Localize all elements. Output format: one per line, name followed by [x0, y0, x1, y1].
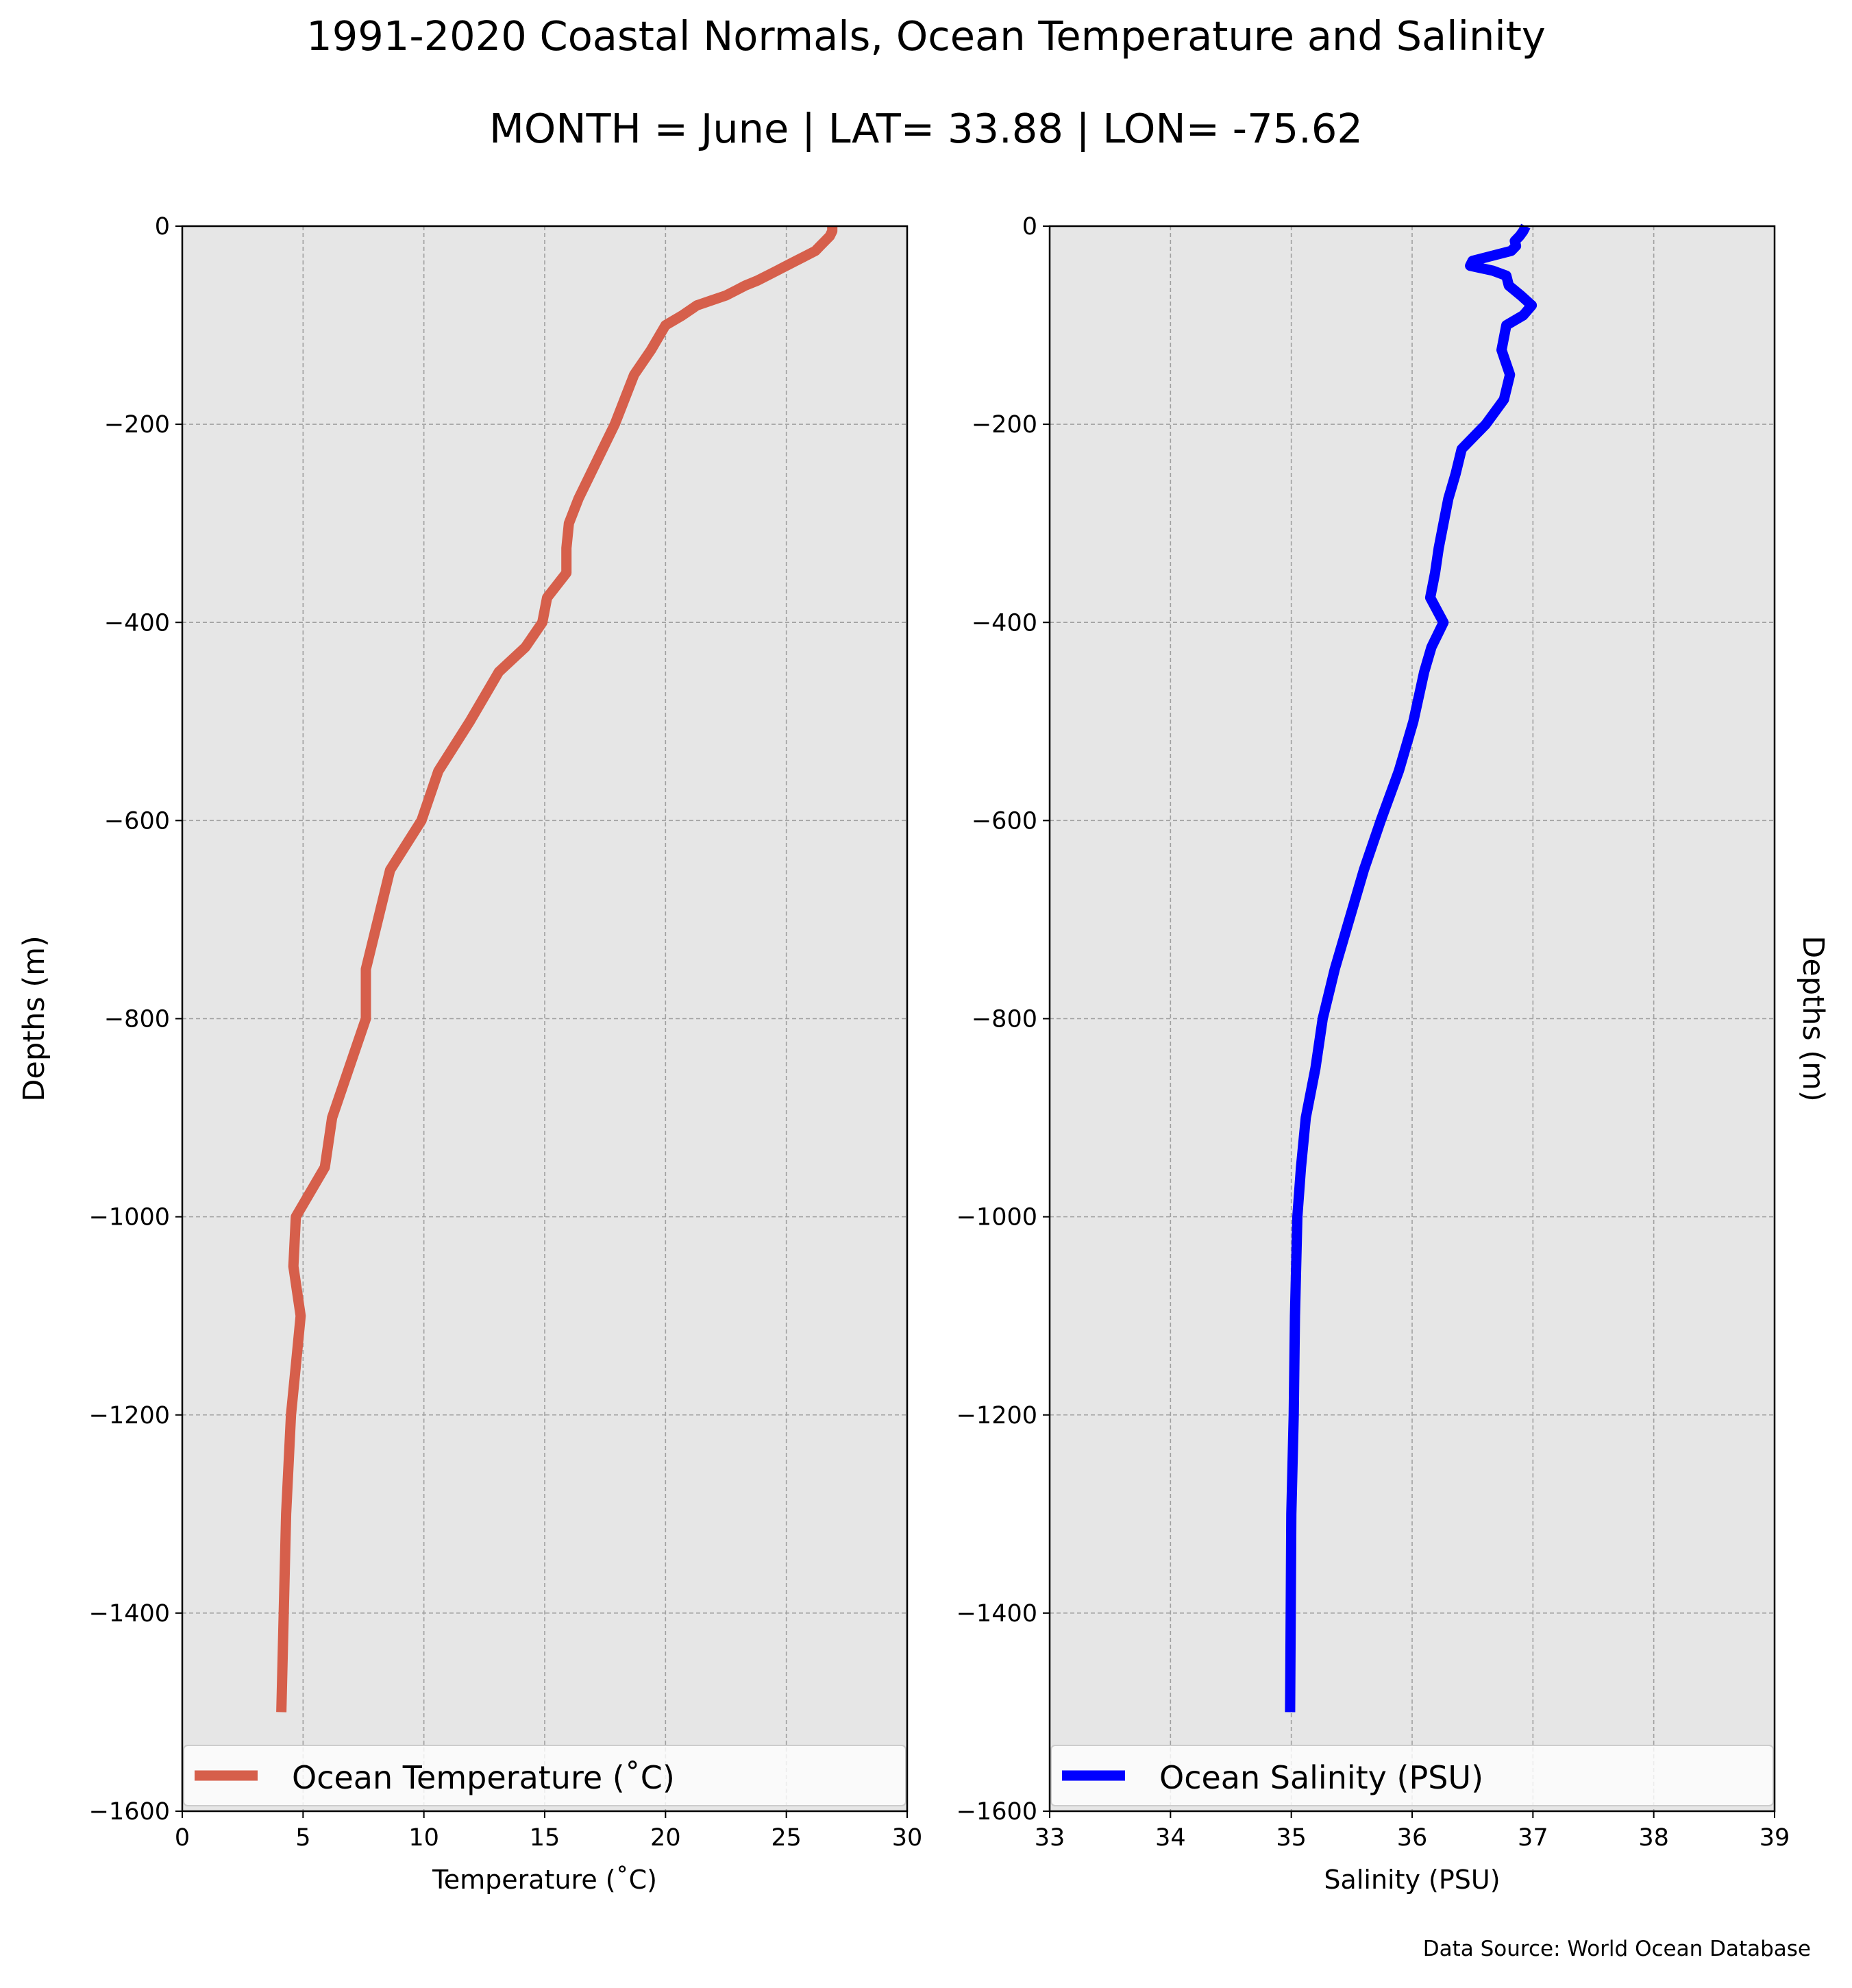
temperature-xtick-label: 10 — [408, 1824, 439, 1852]
temperature-legend: Ocean Temperature (˚C) — [183, 1745, 906, 1806]
temperature-plot-area — [182, 226, 907, 1811]
salinity-axes: Ocean Salinity (PSU) 33 34 35 36 37 38 39 0 −200 −… — [956, 213, 1830, 1895]
temperature-xtick-label: 20 — [650, 1824, 681, 1852]
figure-title: 1991-2020 Coastal Normals, Ocean Tempera… — [306, 12, 1546, 60]
salinity-ytick-label: −400 — [972, 609, 1037, 637]
salinity-ytick-label: −1200 — [956, 1402, 1037, 1429]
salinity-xtick-label: 39 — [1760, 1824, 1790, 1852]
salinity-xtick-label: 36 — [1397, 1824, 1428, 1852]
temperature-xtick-label: 0 — [175, 1824, 190, 1852]
temperature-axes: Ocean Temperature (˚C) 0 5 10 15 20 25 30 0 −200 −… — [17, 213, 922, 1895]
salinity-ylabel: Depths (m) — [1796, 935, 1830, 1101]
salinity-ytick-label: −1000 — [956, 1204, 1037, 1231]
salinity-legend: Ocean Salinity (PSU) — [1050, 1745, 1774, 1806]
temperature-series-line — [276, 225, 838, 1713]
salinity-ytick-label: −200 — [972, 411, 1037, 439]
temperature-ytick-label: −1400 — [89, 1600, 170, 1628]
temperature-xtick-label: 15 — [530, 1824, 560, 1852]
salinity-xtick-label: 35 — [1276, 1824, 1307, 1852]
salinity-ytick-label: −600 — [972, 807, 1037, 835]
salinity-series-line — [1285, 223, 1538, 1713]
salinity-ytick-label: −800 — [972, 1006, 1037, 1033]
temperature-xlabel: Temperature (˚C) — [432, 1865, 657, 1895]
figure-subtitle: MONTH = June | LAT= 33.88 | LON= -75.62 — [489, 105, 1363, 152]
salinity-xtick-label: 38 — [1638, 1824, 1669, 1852]
salinity-xlabel: Salinity (PSU) — [1324, 1865, 1500, 1895]
legend-frame — [1050, 1745, 1774, 1806]
temperature-ytick-label: −1600 — [89, 1798, 170, 1826]
temperature-ytick-label: −600 — [104, 807, 170, 835]
temperature-ytick-label: −400 — [104, 609, 170, 637]
salinity-ytick-label: 0 — [1022, 213, 1037, 241]
salinity-xtick-label: 34 — [1155, 1824, 1186, 1852]
legend-label: Ocean Salinity (PSU) — [1159, 1759, 1483, 1796]
temperature-ytick-label: −1000 — [89, 1204, 170, 1231]
salinity-ytick-label: −1400 — [956, 1600, 1037, 1628]
salinity-xtick-label: 37 — [1518, 1824, 1548, 1852]
salinity-ytick-label: −1600 — [956, 1798, 1037, 1826]
temperature-ytick-label: 0 — [155, 213, 170, 241]
temperature-xtick-label: 30 — [892, 1824, 923, 1852]
temperature-ytick-label: −200 — [104, 411, 170, 439]
salinity-xtick-label: 33 — [1035, 1824, 1065, 1852]
temperature-xtick-label: 5 — [295, 1824, 310, 1852]
temperature-xtick-label: 25 — [771, 1824, 802, 1852]
data-source-note: Data Source: World Ocean Database — [1422, 1937, 1811, 1961]
temperature-ytick-label: −800 — [104, 1006, 170, 1033]
legend-frame — [183, 1745, 906, 1806]
legend-label: Ocean Temperature (˚C) — [292, 1759, 675, 1796]
salinity-plot-area — [1050, 226, 1775, 1811]
temperature-ylabel: Depths (m) — [17, 935, 51, 1101]
temperature-ytick-label: −1200 — [89, 1402, 170, 1429]
